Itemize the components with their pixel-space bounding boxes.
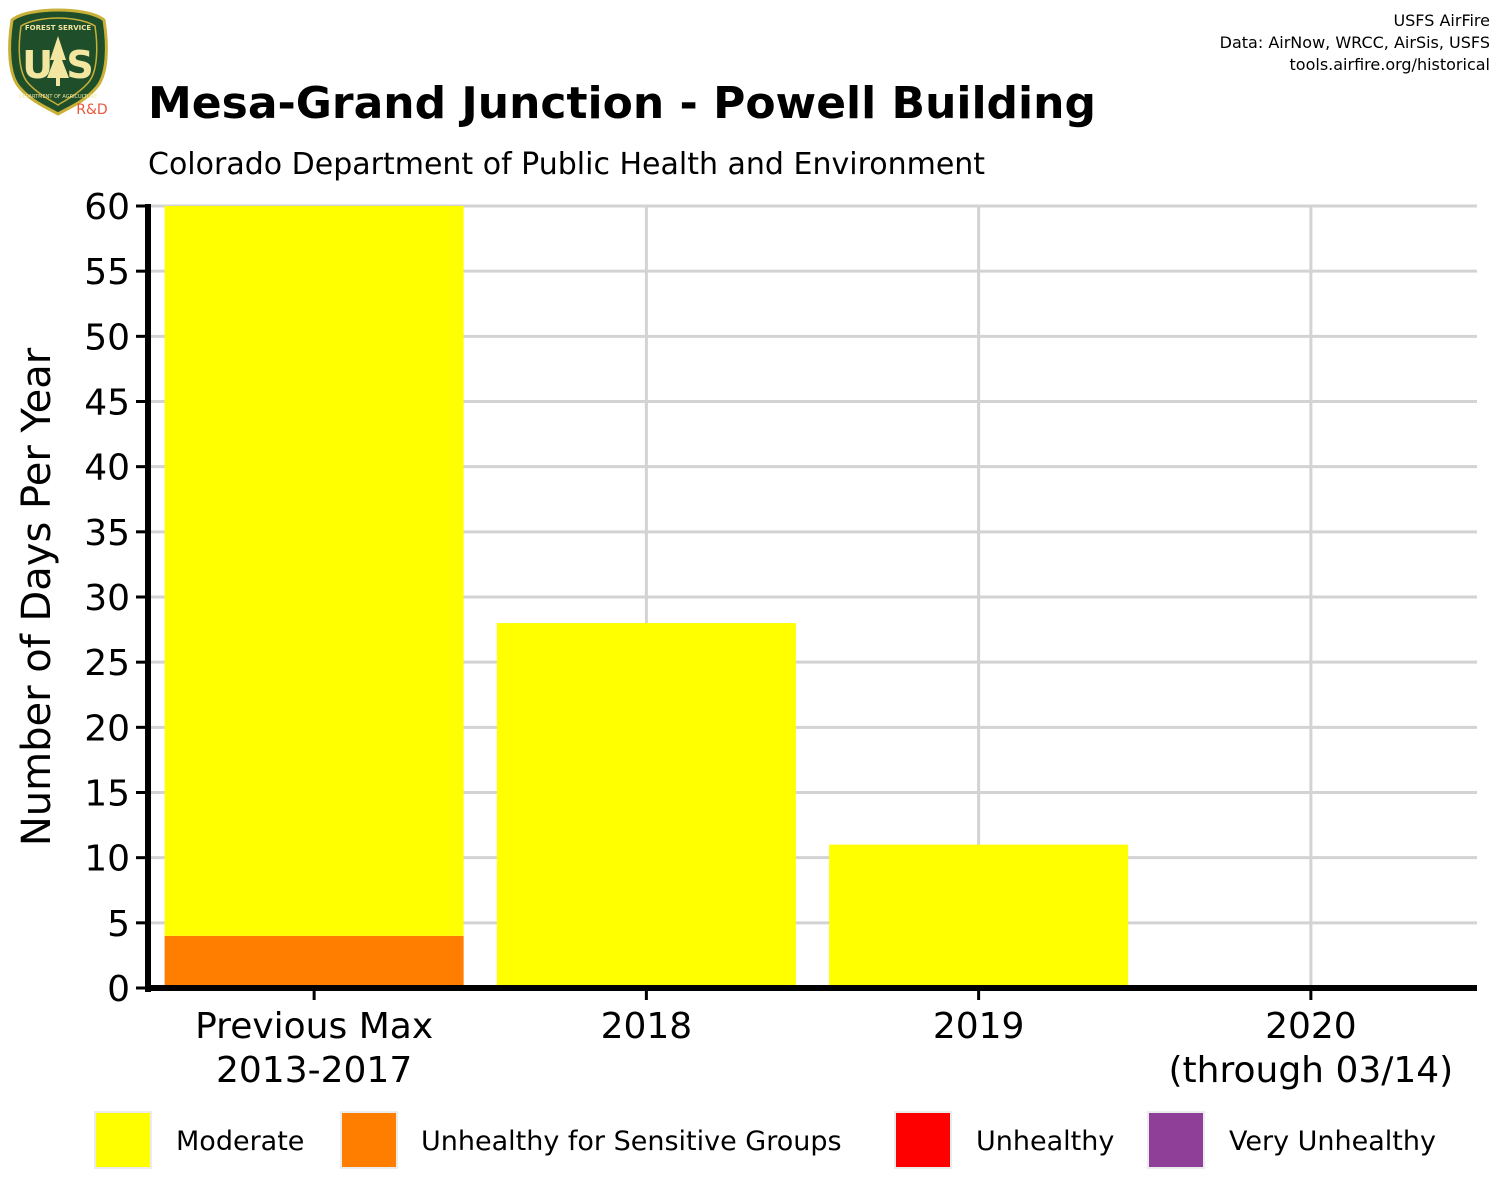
y-tick-labels: 0 5 10 15 20 25 30 35 40 45 50 55 60 (84, 187, 130, 1010)
x-tick-label-0-1: 2013-2017 (216, 1050, 412, 1091)
bar-2-moderate (829, 844, 1129, 988)
legend-key-moderate (94, 1111, 152, 1169)
axes (136, 204, 1477, 1000)
logo-rd-tag: R&D (76, 102, 107, 118)
y-tick-label-40: 40 (84, 448, 130, 489)
chart-title: Mesa-Grand Junction - Powell Building (148, 78, 1096, 129)
y-tick-label-15: 15 (84, 774, 130, 815)
y-tick-label-55: 55 (84, 252, 130, 293)
credit-line-3: tools.airfire.org/historical (1290, 55, 1490, 74)
legend: Moderate Unhealthy for Sensitive Groups Un… (94, 1111, 1436, 1169)
y-tick-label-30: 30 (84, 578, 130, 619)
y-tick-label-0: 0 (107, 969, 130, 1010)
credit-line-2: Data: AirNow, WRCC, AirSis, USFS (1220, 33, 1490, 52)
legend-key-unhealthy (894, 1111, 952, 1169)
x-tick-label-3-0: 2020 (1265, 1006, 1357, 1047)
credit-line-1: USFS AirFire (1393, 11, 1490, 30)
y-tick-label-50: 50 (84, 317, 130, 358)
logo-top-text: FOREST SERVICE (25, 24, 92, 32)
bar-0-moderate (164, 206, 464, 936)
usfs-shield-logo: FOREST SERVICE U S DEPARTMENT OF AGRICUL… (8, 8, 108, 118)
legend-key-very-unhealthy (1147, 1111, 1205, 1169)
legend-key-unhealthy-for-sensitive-groups (340, 1111, 398, 1169)
bar-0-unhealthy-for-sensitive-groups (164, 935, 464, 988)
y-tick-label-45: 45 (84, 383, 130, 424)
legend-label-unhealthy-for-sensitive-groups: Unhealthy for Sensitive Groups (421, 1126, 842, 1157)
y-tick-label-25: 25 (84, 643, 130, 684)
x-tick-label-3-1: (through 03/14) (1169, 1050, 1454, 1091)
y-tick-label-60: 60 (84, 187, 130, 228)
y-tick-label-5: 5 (107, 904, 130, 945)
logo-bottom-text: DEPARTMENT OF AGRICULTURE (19, 94, 97, 100)
y-tick-label-35: 35 (84, 513, 130, 554)
y-tick-label-20: 20 (84, 708, 130, 749)
legend-label-moderate: Moderate (176, 1126, 304, 1157)
legend-label-unhealthy: Unhealthy (976, 1126, 1114, 1157)
x-tick-label-2-0: 2019 (933, 1006, 1025, 1047)
x-tick-label-1-0: 2018 (601, 1006, 693, 1047)
bar-1-moderate (496, 623, 796, 988)
y-axis-label: Number of Days Per Year (14, 347, 60, 846)
bars (164, 206, 1129, 988)
legend-label-very-unhealthy: Very Unhealthy (1229, 1126, 1436, 1157)
x-tick-label-0-0: Previous Max (195, 1006, 433, 1047)
chart-subtitle: Colorado Department of Public Health and… (148, 147, 985, 182)
y-tick-label-10: 10 (84, 839, 130, 880)
